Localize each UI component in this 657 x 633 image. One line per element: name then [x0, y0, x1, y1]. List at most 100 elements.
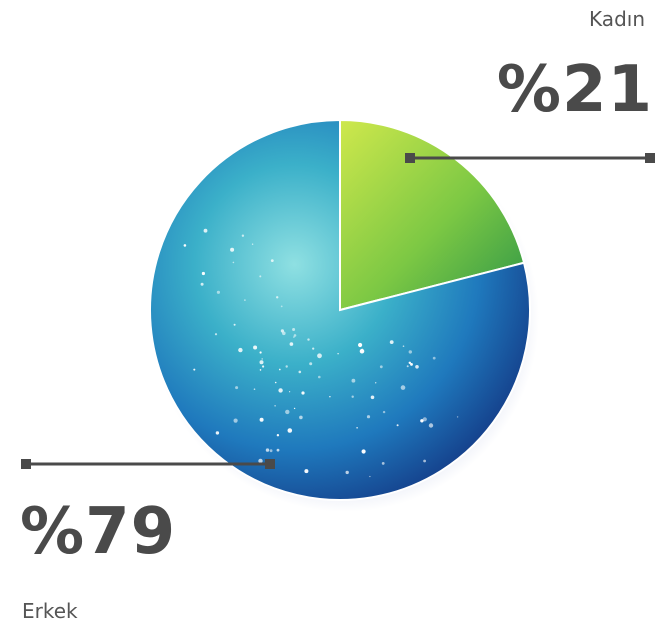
speckle-dot — [317, 353, 322, 359]
speckle-dot — [253, 345, 258, 350]
speckle-dot — [259, 369, 262, 371]
pie-speckles — [183, 228, 459, 478]
pie-slice-erkek — [149, 118, 531, 501]
speckle-dot — [276, 434, 280, 437]
pie-slices — [149, 118, 531, 501]
speckle-dot — [262, 365, 265, 368]
speckle-dot — [293, 407, 296, 410]
speckle-dot — [215, 431, 220, 435]
speckle-dot — [318, 375, 321, 379]
speckle-dot — [274, 381, 277, 384]
speckle-dot — [285, 365, 288, 368]
speckle-dot — [345, 470, 349, 475]
speckle-dot — [370, 395, 375, 400]
speckle-dot — [238, 347, 243, 353]
speckle-dot — [304, 469, 309, 474]
speckle-dot — [299, 415, 303, 420]
speckle-dot — [201, 271, 205, 276]
speckle-dot — [379, 365, 383, 369]
speckle-dot — [382, 410, 386, 414]
speckle-dot — [408, 350, 412, 354]
speckle-dot — [389, 340, 394, 344]
speckle-dot — [241, 234, 245, 237]
speckle-dot — [329, 396, 331, 398]
speckle-dot — [358, 342, 363, 348]
speckle-dot — [415, 365, 419, 369]
speckle-dot — [351, 395, 354, 398]
slice-value-erkek: %79 — [20, 495, 177, 569]
speckle-dot — [312, 347, 315, 350]
speckle-dot — [280, 305, 283, 308]
speckle-dot — [251, 243, 254, 245]
speckle-dot — [265, 448, 270, 452]
speckle-dot — [366, 415, 371, 419]
speckle-dot — [261, 358, 264, 360]
leader-dot-kadin-outer — [645, 153, 655, 163]
speckle-dot — [232, 261, 235, 264]
speckle-dot — [289, 391, 291, 393]
speckle-dot — [423, 459, 426, 463]
speckle-dot — [381, 462, 385, 465]
slice-label-erkek: Erkek — [22, 599, 78, 623]
speckle-dot — [183, 244, 187, 247]
speckle-dot — [259, 351, 262, 354]
speckle-dot — [396, 424, 399, 427]
speckle-dot — [233, 323, 236, 326]
speckle-dot — [422, 417, 427, 422]
speckle-dot — [214, 333, 218, 336]
slice-value-kadin: %21 — [496, 53, 653, 127]
speckle-dot — [361, 449, 366, 454]
speckle-dot — [337, 353, 339, 355]
leader-dot-erkek-inner — [265, 459, 275, 469]
speckle-dot — [307, 338, 310, 341]
leader-dot-kadin-inner — [405, 153, 415, 163]
speckle-dot — [270, 259, 274, 262]
speckle-dot — [432, 356, 436, 360]
speckle-dot — [292, 328, 296, 331]
speckle-dot — [276, 296, 279, 299]
pie-slice-kadin — [339, 118, 526, 312]
speckle-dot — [293, 336, 295, 338]
speckle-dot — [301, 391, 305, 395]
speckle-dot — [410, 363, 413, 366]
speckle-dot — [230, 247, 235, 252]
speckle-dot — [203, 228, 208, 233]
speckle-dot — [359, 348, 365, 354]
speckle-dot — [428, 423, 434, 428]
slice-label-kadin: Kadın — [589, 7, 645, 31]
speckle-dot — [293, 334, 297, 337]
speckle-dot — [298, 370, 302, 374]
leader-dot-erkek-outer — [21, 459, 31, 469]
speckle-dot — [244, 299, 246, 301]
speckle-dot — [259, 417, 264, 422]
speckle-dot — [278, 388, 283, 393]
speckle-dot — [276, 448, 280, 452]
speckle-dot — [420, 419, 424, 423]
speckle-dot — [456, 416, 459, 418]
speckle-dot — [278, 368, 281, 371]
speckle-dot — [402, 345, 405, 348]
speckle-dot — [361, 348, 363, 350]
speckle-dot — [259, 360, 264, 365]
speckle-dot — [253, 388, 256, 391]
speckle-dot — [200, 282, 204, 286]
speckle-dot — [259, 275, 262, 278]
speckle-dot — [309, 362, 313, 366]
speckle-dot — [258, 458, 263, 464]
speckle-dot — [216, 290, 220, 294]
speckle-dot — [287, 428, 293, 433]
speckle-dot — [408, 361, 411, 364]
speckle-dot — [406, 365, 409, 368]
speckle-dot — [400, 385, 406, 390]
speckle-dot — [193, 368, 196, 371]
speckle-dot — [289, 342, 294, 346]
leader-lines — [21, 153, 655, 469]
speckle-dot — [274, 405, 276, 407]
speckle-dot — [356, 427, 358, 429]
speckle-dot — [269, 449, 273, 453]
speckle-dot — [375, 382, 377, 384]
speckle-dot — [282, 331, 286, 336]
speckle-dot — [369, 475, 371, 478]
